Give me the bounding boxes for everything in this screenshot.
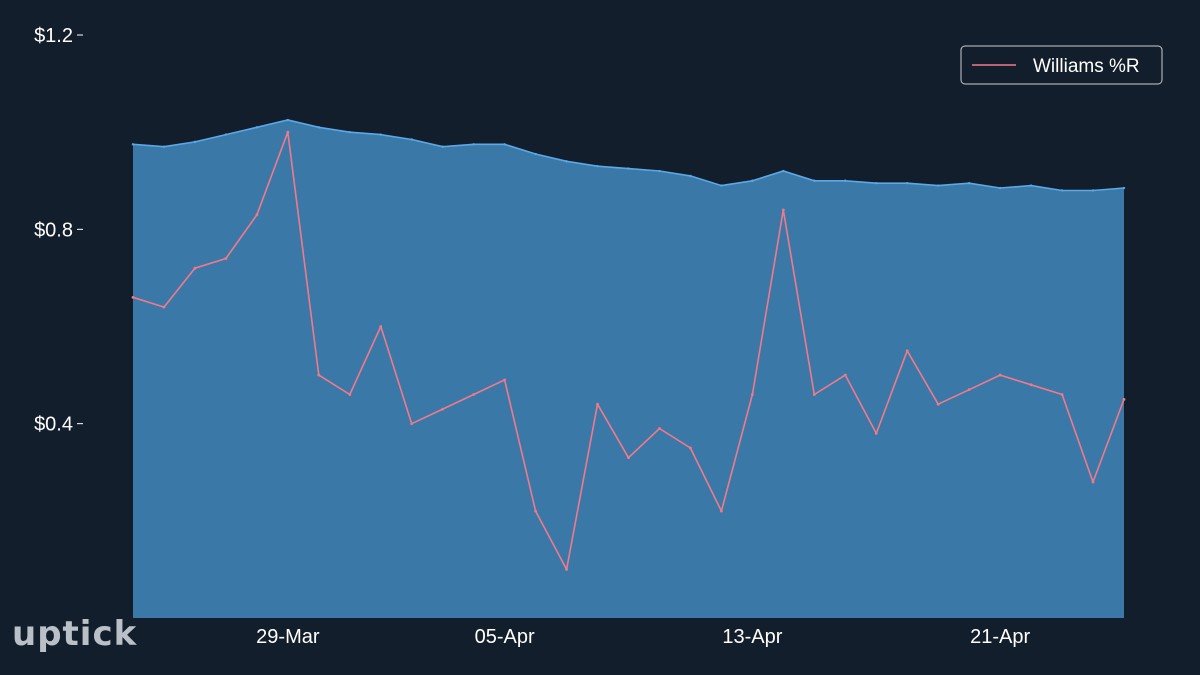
- williams-r-point: [936, 402, 940, 406]
- price-point: [534, 152, 537, 156]
- price-point: [224, 133, 228, 136]
- williams-r-point: [1091, 480, 1095, 484]
- price-point: [689, 174, 692, 178]
- x-tick-label: 21-Apr: [970, 626, 1030, 648]
- price-point: [1060, 189, 1064, 192]
- legend: Williams %R: [960, 45, 1163, 85]
- price-point: [936, 184, 940, 187]
- price-point: [503, 143, 506, 146]
- price-point: [379, 133, 382, 136]
- williams-r-point: [1060, 393, 1064, 396]
- williams-r-point: [689, 446, 692, 450]
- williams-r-point: [534, 509, 537, 513]
- price-point: [286, 118, 290, 122]
- price-point: [410, 138, 413, 141]
- williams-r-point: [967, 388, 971, 392]
- williams-r-point: [565, 568, 568, 571]
- williams-r-point: [1122, 397, 1126, 401]
- x-tick-label: 13-Apr: [722, 626, 782, 648]
- price-point: [875, 181, 878, 185]
- williams-r-point: [224, 257, 228, 260]
- price-point: [131, 143, 135, 146]
- price-point: [348, 130, 351, 134]
- williams-r-point: [720, 509, 723, 513]
- williams-r-point: [905, 349, 909, 353]
- price-point: [317, 126, 321, 129]
- williams-r-point: [781, 208, 785, 212]
- price-point: [596, 164, 599, 168]
- williams-r-point: [162, 305, 166, 309]
- williams-r-point: [503, 378, 507, 382]
- williams-r-point: [379, 325, 383, 328]
- price-point: [627, 167, 630, 170]
- williams-r-point: [286, 130, 290, 134]
- price-point: [906, 181, 909, 185]
- williams-r-point: [317, 373, 321, 377]
- price-point: [472, 143, 475, 146]
- price-point: [565, 160, 568, 163]
- williams-r-point: [1029, 383, 1033, 387]
- williams-r-point: [812, 393, 816, 396]
- williams-r-point: [998, 373, 1002, 377]
- price-point: [1029, 184, 1033, 187]
- williams-r-point: [193, 266, 197, 270]
- x-tick-label: 05-Apr: [475, 626, 535, 648]
- legend-label-williams: Williams %R: [1033, 56, 1140, 77]
- price-point: [658, 169, 661, 173]
- price-point: [844, 179, 847, 182]
- williams-r-point: [441, 407, 445, 411]
- price-point: [813, 179, 816, 182]
- williams-r-point: [627, 456, 630, 460]
- y-tick-label: $1.2: [34, 25, 73, 47]
- x-axis: 29-Mar 05-Apr 13-Apr 21-Apr: [256, 626, 1030, 648]
- price-point: [998, 186, 1002, 190]
- x-tick-label: 29-Mar: [256, 626, 320, 648]
- price-point: [441, 145, 444, 148]
- y-tick-label: $0.4: [34, 414, 73, 436]
- williams-r-point: [472, 393, 476, 396]
- price-point: [255, 126, 259, 129]
- price-point: [1122, 186, 1126, 190]
- price-point: [162, 145, 166, 148]
- williams-r-point: [131, 295, 135, 299]
- williams-line-layer: [131, 130, 1126, 571]
- price-point: [193, 140, 197, 144]
- legend-box: [960, 45, 1163, 85]
- uptick-logo: uptick: [12, 614, 138, 654]
- price-area-fill: [133, 120, 1124, 618]
- price-point: [751, 179, 754, 182]
- williams-r-point: [255, 213, 259, 217]
- y-tick-label: $0.8: [34, 219, 73, 241]
- price-point: [782, 169, 785, 173]
- williams-r-point: [348, 393, 352, 396]
- williams-r-point: [658, 427, 661, 430]
- price-point: [967, 181, 971, 185]
- price-point: [1091, 189, 1095, 192]
- williams-r-point: [410, 422, 414, 426]
- williams-r-point: [874, 431, 878, 435]
- price-area-layer: [131, 118, 1126, 618]
- y-axis: $0.4 $0.8 $1.2: [34, 25, 83, 436]
- williams-r-point: [596, 402, 599, 406]
- price-point: [720, 184, 723, 187]
- williams-r-point: [843, 373, 847, 377]
- williams-r-point: [750, 393, 754, 396]
